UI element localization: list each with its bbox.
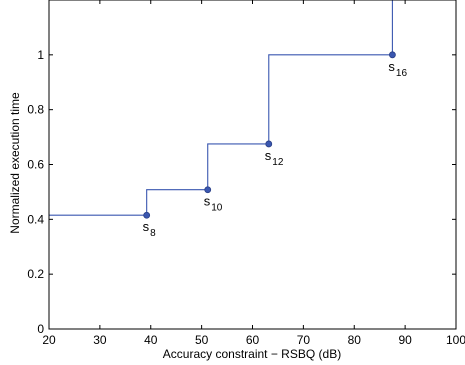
point-label-subscript: 12 [272, 157, 284, 168]
y-ticks: 0 0.2 0.4 0.6 0.8 1 [27, 48, 456, 336]
y-tick-label: 1 [37, 48, 44, 62]
x-tick-label: 90 [398, 333, 412, 347]
x-tick-label: 70 [297, 333, 311, 347]
x-axis-label: Accuracy constraint − RSBQ (dB) [163, 347, 341, 361]
x-tick-label: 20 [42, 333, 56, 347]
y-tick-label: 0.8 [27, 103, 44, 117]
x-tick-label: 40 [144, 333, 158, 347]
x-tick-label: 60 [246, 333, 260, 347]
x-tick-label: 50 [195, 333, 209, 347]
y-tick-label: 0.4 [27, 212, 44, 226]
x-ticks: 20 30 40 50 60 70 80 90 100 [42, 0, 465, 347]
data-point [204, 186, 212, 194]
point-label-subscript: 8 [150, 228, 156, 239]
data-point [265, 140, 273, 148]
y-tick-label: 0.6 [27, 158, 44, 172]
step-lines [49, 0, 393, 216]
data-point [389, 51, 396, 59]
data-markers [143, 51, 396, 219]
y-axis-label: Normalized execution time [8, 92, 22, 234]
plot-background [49, 0, 456, 329]
data-point [143, 211, 151, 219]
point-label-subscript: 16 [396, 68, 408, 79]
x-tick-label: 30 [93, 333, 107, 347]
y-tick-label: 0 [37, 322, 44, 336]
x-tick-label: 100 [446, 333, 465, 347]
y-tick-label: 0.2 [27, 267, 44, 281]
x-tick-label: 80 [348, 333, 362, 347]
series-line [49, 0, 393, 216]
point-label-subscript: 10 [211, 203, 223, 214]
